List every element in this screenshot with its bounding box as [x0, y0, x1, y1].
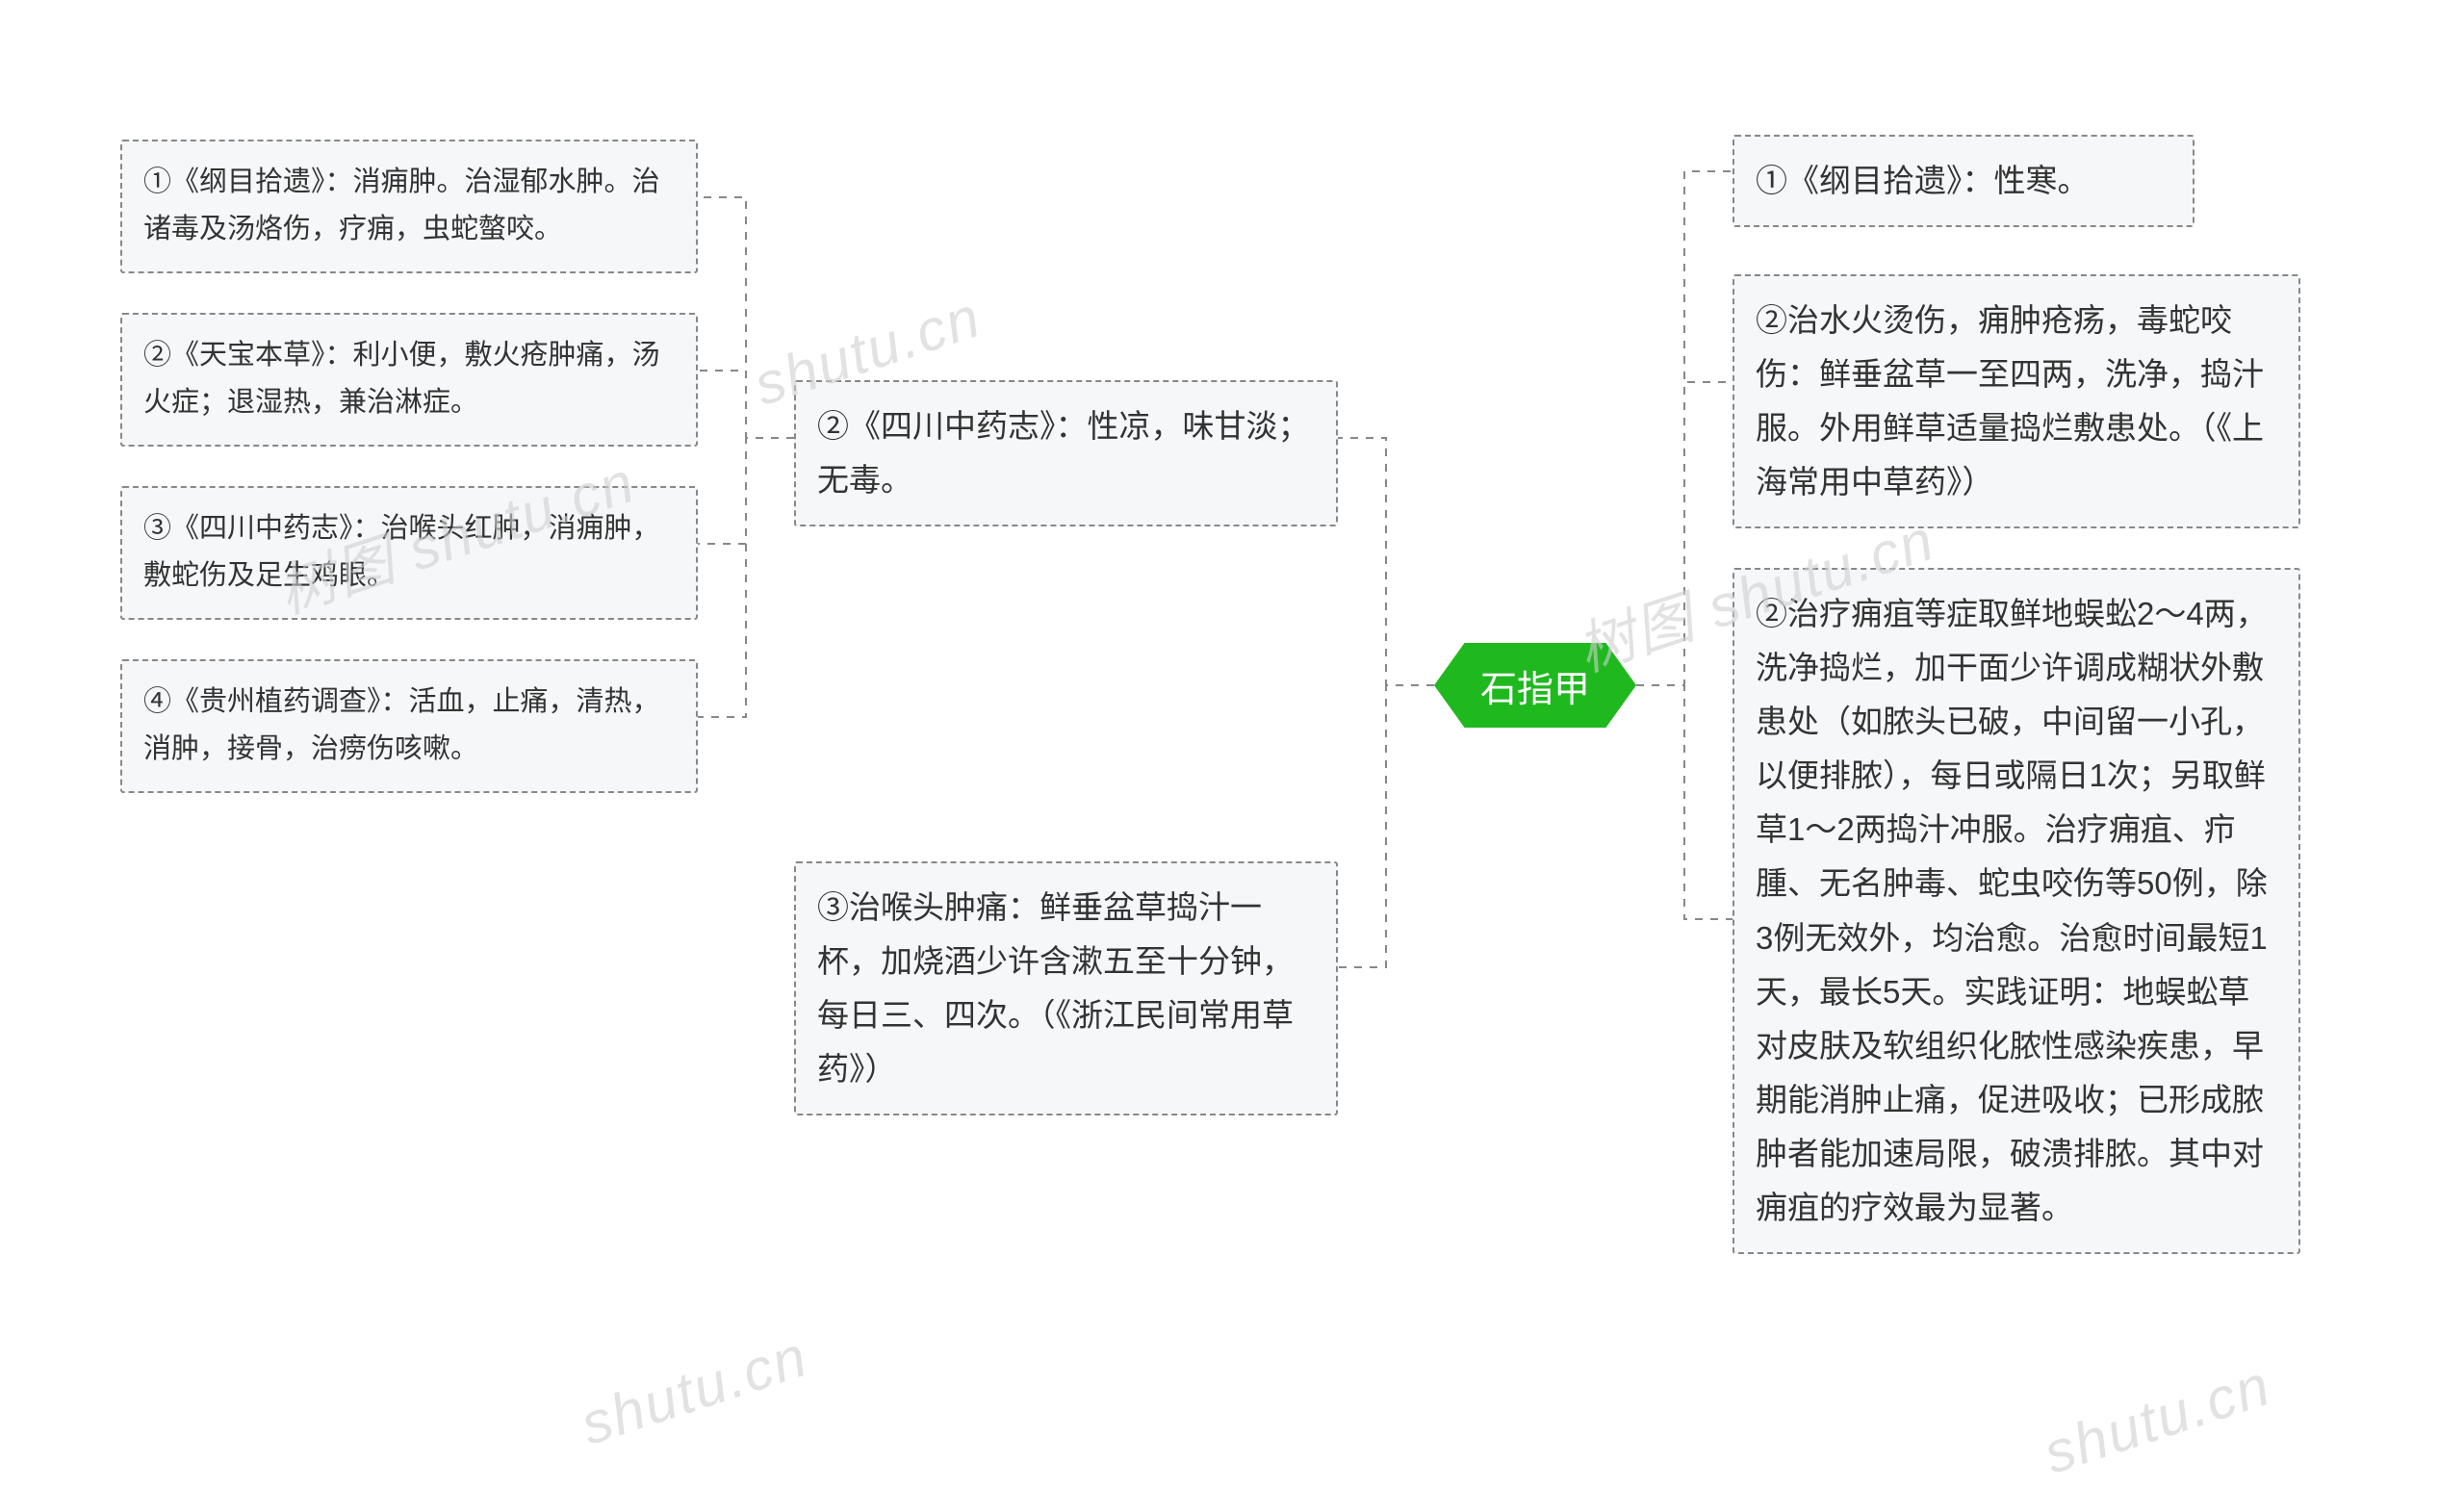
node-child-1[interactable]: ①《纲目拾遗》：消痈肿。治湿郁水肿。治诸毒及汤烙伤，疗痈，虫蛇螫咬。	[120, 140, 698, 273]
node-mid-1[interactable]: ②《四川中药志》：性凉，味甘淡；无毒。	[794, 380, 1338, 526]
node-right-2[interactable]: ②治水火烫伤，痈肿疮疡，毒蛇咬伤：鲜垂盆草一至四两，洗净，捣汁服。外用鲜草适量捣…	[1732, 274, 2300, 528]
node-mid-2[interactable]: ③治喉头肿痛：鲜垂盆草捣汁一杯，加烧酒少许含漱五至十分钟，每日三、四次。（《浙江…	[794, 861, 1338, 1115]
mindmap-diagram: 石指甲 ②《四川中药志》：性凉，味甘淡；无毒。 ③治喉头肿痛：鲜垂盆草捣汁一杯，…	[0, 0, 2464, 1386]
node-child-2[interactable]: ②《天宝本草》：利小便，敷火疮肿痛，汤火症；退湿热，兼治淋症。	[120, 313, 698, 447]
watermark: shutu.cn	[573, 1322, 815, 1458]
node-right-3[interactable]: ②治疗痈疽等症取鲜地蜈蚣2～4两，洗净捣烂，加干面少许调成糊状外敷患处（如脓头已…	[1732, 568, 2300, 1254]
central-node[interactable]: 石指甲	[1434, 643, 1636, 728]
node-right-1[interactable]: ①《纲目拾遗》：性寒。	[1732, 135, 2194, 227]
node-child-3[interactable]: ③《四川中药志》：治喉头红肿，消痈肿，敷蛇伤及足生鸡眼。	[120, 486, 698, 620]
node-child-4[interactable]: ④《贵州植药调查》：活血，止痛，清热，消肿，接骨，治痨伤咳嗽。	[120, 659, 698, 793]
watermark: shutu.cn	[2036, 1351, 2278, 1487]
